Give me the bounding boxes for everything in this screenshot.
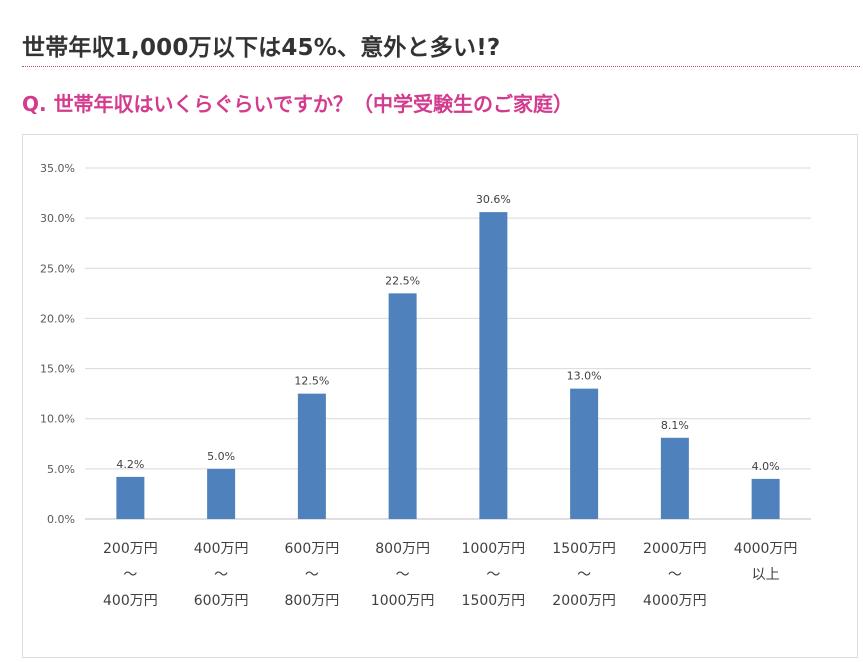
bar-value-label: 8.1% (661, 419, 689, 432)
x-category-label: 〜 (668, 567, 682, 583)
headline-divider (22, 66, 860, 67)
y-tick-label: 5.0% (47, 463, 75, 476)
x-category-label: 200万円 (103, 541, 158, 557)
bar (751, 478, 780, 519)
survey-question: Q. 世帯年収はいくらぐらいですか？（中学受験生のご家庭） (22, 92, 573, 116)
bar-value-label: 12.5% (294, 375, 329, 388)
x-category-label: 4000万円 (643, 593, 707, 609)
bar (660, 437, 689, 519)
bar-value-label: 22.5% (385, 274, 420, 287)
x-category-label: 4000万円 (734, 541, 798, 557)
bar-value-label: 30.6% (476, 193, 511, 206)
y-tick-label: 0.0% (47, 513, 75, 526)
x-category-label: 400万円 (194, 541, 249, 557)
y-tick-label: 10.0% (40, 413, 75, 426)
x-category-label: 1500万円 (462, 593, 526, 609)
y-tick-label: 30.0% (40, 212, 75, 225)
page-headline: 世帯年収1,000万以下は45%、意外と多い!? (22, 35, 501, 61)
bar-value-label: 4.2% (116, 458, 144, 471)
bar (207, 468, 236, 519)
chart-container: 0.0% 5.0% 10.0% 15.0% 20.0% 25.0% 30.0% 35.0% 4.… (22, 134, 858, 658)
x-category-label: 600万円 (194, 593, 249, 609)
y-tick-label: 15.0% (40, 363, 75, 376)
x-category-label: 2000万円 (643, 541, 707, 557)
income-bar-chart: 0.0% 5.0% 10.0% 15.0% 20.0% 25.0% 30.0% 35.0% 4.… (40, 162, 811, 609)
x-category-label: 以上 (752, 567, 780, 583)
bar (388, 293, 417, 519)
x-category-label: 800万円 (375, 541, 430, 557)
x-category-label: 〜 (486, 567, 500, 583)
y-tick-label: 20.0% (40, 312, 75, 325)
x-category-label: 1500万円 (552, 541, 616, 557)
x-category-label: 〜 (577, 567, 591, 583)
x-category-label: 〜 (123, 567, 137, 583)
x-category-label: 1000万円 (371, 593, 435, 609)
y-tick-label: 35.0% (40, 162, 75, 175)
x-category-label: 2000万円 (552, 593, 616, 609)
bar-value-label: 13.0% (567, 370, 602, 383)
x-category-label: 〜 (214, 567, 228, 583)
bar-value-label: 4.0% (752, 460, 780, 473)
bar-value-label: 5.0% (207, 450, 235, 463)
bar (570, 388, 599, 519)
bar (297, 393, 326, 519)
x-category-label: 〜 (396, 567, 410, 583)
x-category-label: 1000万円 (462, 541, 526, 557)
x-category-label: 600万円 (285, 541, 340, 557)
x-category-label: 〜 (305, 567, 319, 583)
x-category-label: 400万円 (103, 593, 158, 609)
bar (116, 476, 145, 519)
bar (479, 212, 508, 519)
x-category-label: 800万円 (285, 593, 340, 609)
y-tick-label: 25.0% (40, 262, 75, 275)
